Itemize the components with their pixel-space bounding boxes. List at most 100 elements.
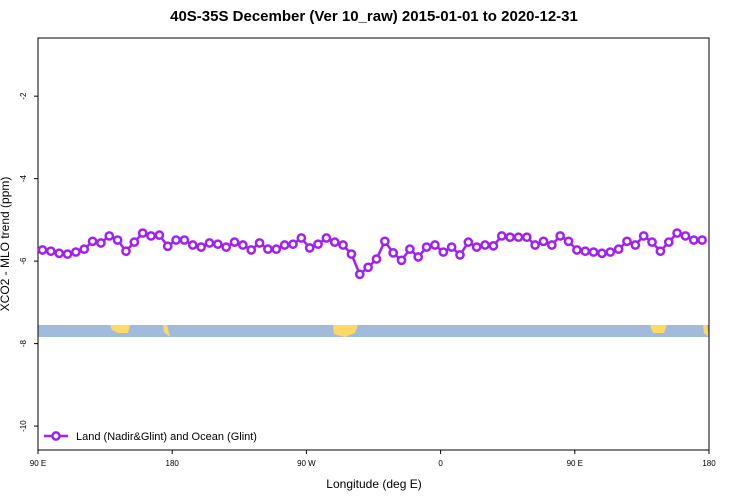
- land-blob: [703, 325, 709, 337]
- data-point: [521, 232, 532, 243]
- data-point: [187, 240, 198, 250]
- data-point: [496, 231, 507, 241]
- data-point: [363, 262, 373, 273]
- data-point: [154, 230, 165, 240]
- x-tick-label: 180: [166, 459, 180, 468]
- data-point: [605, 247, 616, 257]
- data-point: [171, 235, 181, 245]
- data-point: [229, 237, 240, 247]
- data-point: [371, 254, 382, 264]
- land-blob: [333, 325, 358, 337]
- data-point: [421, 242, 432, 252]
- data-point: [137, 228, 148, 238]
- data-point: [563, 236, 574, 247]
- data-point: [112, 235, 123, 245]
- legend-marker: [51, 431, 61, 441]
- data-point: [613, 244, 624, 255]
- plot-frame: [37, 37, 710, 451]
- data-point: [630, 240, 641, 250]
- data-point: [396, 255, 407, 266]
- data-point: [62, 249, 73, 259]
- data-point: [338, 240, 348, 250]
- data-point: [672, 228, 682, 238]
- data-point: [680, 231, 691, 241]
- data-point: [321, 233, 332, 243]
- data-point: [430, 240, 440, 250]
- data-point: [121, 246, 131, 257]
- data-point: [288, 239, 298, 250]
- data-point: [79, 244, 90, 255]
- data-point: [405, 244, 415, 255]
- y-axis-label: XCO2 - MLO trend (ppm): [0, 177, 12, 312]
- data-point: [438, 247, 449, 257]
- data-point: [455, 250, 465, 260]
- x-tick-label: 90 E: [567, 459, 583, 468]
- data-point: [313, 239, 323, 250]
- chart-title: 40S-35S December (Ver 10_raw) 2015-01-01…: [170, 8, 578, 25]
- ocean-band: [38, 325, 709, 337]
- data-point: [388, 248, 399, 258]
- data-point: [271, 244, 282, 255]
- data-point: [221, 242, 232, 252]
- y-tick-label: -6: [19, 257, 28, 265]
- land-blob: [110, 325, 130, 333]
- data-point: [555, 231, 566, 241]
- x-tick-label: 0: [438, 459, 443, 468]
- data-point: [129, 237, 140, 247]
- data-point: [246, 245, 257, 255]
- data-point: [162, 241, 173, 252]
- data-point: [71, 247, 81, 257]
- data-point: [304, 243, 315, 253]
- y-tick-label: -2: [19, 92, 28, 100]
- data-point: [655, 246, 666, 257]
- land-ocean-strip: [38, 325, 709, 337]
- data-point: [379, 236, 390, 247]
- data-point: [697, 235, 707, 245]
- x-tick-label: 90 E: [30, 459, 46, 468]
- x-axis-label: Longitude (deg E): [326, 477, 421, 491]
- y-tick-label: -8: [19, 339, 28, 347]
- data-point: [588, 247, 599, 257]
- data-point: [505, 232, 515, 243]
- land-blob: [650, 325, 667, 333]
- data-point: [663, 237, 674, 247]
- data-point: [471, 242, 482, 252]
- data-point: [488, 241, 499, 251]
- x-tick-label: 90 W: [297, 459, 316, 468]
- y-tick-label: -4: [19, 175, 28, 183]
- data-point: [87, 236, 98, 247]
- data-point: [263, 244, 273, 255]
- data-point: [530, 240, 540, 250]
- data-point: [546, 240, 557, 250]
- data-point: [146, 231, 156, 241]
- data-point: [513, 232, 524, 243]
- data-point: [354, 269, 365, 280]
- data-point: [45, 246, 56, 257]
- data-point: [538, 236, 549, 247]
- data-point: [212, 239, 223, 250]
- data-point: [204, 238, 215, 248]
- data-point: [597, 248, 607, 259]
- data-point: [413, 252, 424, 262]
- data-point: [104, 231, 115, 241]
- data-point: [572, 245, 582, 255]
- data-point: [54, 248, 65, 259]
- data-point: [96, 238, 106, 248]
- data-point: [238, 240, 248, 250]
- data-point: [688, 235, 699, 245]
- data-point: [279, 240, 290, 250]
- data-point: [254, 238, 265, 248]
- x-tick-label: 180: [702, 459, 716, 468]
- data-point: [463, 237, 474, 247]
- land-blob: [163, 325, 170, 337]
- y-tick-label: -10: [19, 420, 28, 432]
- data-point: [346, 249, 357, 259]
- data-point: [480, 240, 490, 250]
- data-point: [580, 246, 591, 257]
- data-point: [179, 235, 190, 245]
- data-point: [37, 245, 48, 255]
- data-point: [196, 242, 206, 252]
- data-point: [329, 237, 340, 247]
- data-point: [296, 233, 307, 243]
